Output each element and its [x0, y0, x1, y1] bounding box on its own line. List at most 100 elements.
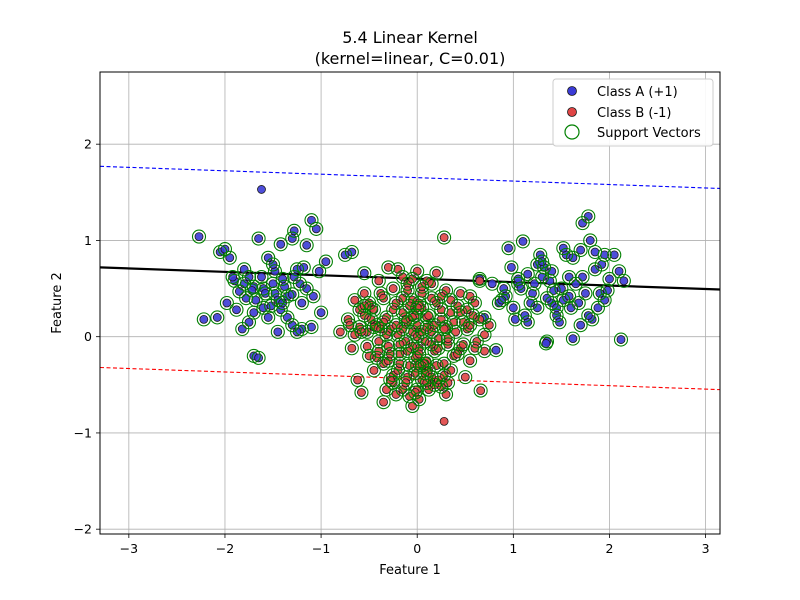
- class-a-point: [504, 243, 513, 253]
- support-vector-ring: [556, 241, 571, 256]
- class-a-point: [314, 266, 324, 276]
- legend-box: [552, 78, 714, 147]
- support-vector-ring: [254, 269, 269, 285]
- grid: [100, 72, 720, 534]
- support-vector-ring: [381, 260, 396, 275]
- support-vector-ring: [239, 291, 254, 306]
- class-a-point: [212, 313, 222, 322]
- support-vector-ring: [417, 356, 432, 371]
- support-vector-ring: [587, 244, 603, 260]
- support-vector-ring: [573, 243, 588, 258]
- class-b-point: [369, 365, 379, 375]
- support-vector-ring: [386, 281, 401, 296]
- support-vector-ring: [217, 242, 233, 257]
- support-vector-ring: [520, 267, 535, 282]
- class-a-point: [273, 327, 283, 337]
- support-vector-ring: [440, 337, 456, 352]
- support-vector-ring: [392, 346, 407, 362]
- support-vector-ring: [395, 269, 410, 285]
- support-vector-ring: [498, 289, 513, 304]
- class-a-point: [263, 313, 273, 322]
- support-vector-ring: [424, 291, 439, 306]
- support-vector-ring: [392, 356, 407, 371]
- class-a-point: [321, 257, 331, 267]
- y-tick-label: −2: [74, 522, 92, 537]
- class-b-point: [353, 375, 363, 385]
- class-a-point: [307, 322, 316, 332]
- support-vector-ring: [427, 344, 442, 359]
- support-vector-ring: [400, 283, 415, 298]
- class-b-point: [383, 262, 393, 272]
- class-a-point: [593, 303, 603, 313]
- support-vector-ring: [437, 230, 452, 245]
- legend-marker-support-vectors: [564, 124, 580, 140]
- support-vector-ring: [546, 283, 561, 298]
- support-vector-ring: [360, 339, 375, 354]
- margin-plus-line: [99, 165, 721, 190]
- support-vector-ring: [309, 221, 324, 236]
- support-vector-ring: [344, 244, 359, 260]
- support-vector-ring: [440, 375, 456, 390]
- support-vector-ring: [390, 363, 406, 378]
- legend-marker-class-a: [567, 86, 577, 96]
- support-vector-ring: [438, 387, 454, 402]
- class-a-point: [297, 298, 307, 308]
- class-b-point: [458, 339, 468, 349]
- support-vector-ring: [467, 341, 482, 356]
- support-vector-ring: [354, 324, 369, 339]
- support-vector-ring: [419, 320, 434, 335]
- support-vector-ring: [389, 318, 404, 333]
- support-vector-ring: [508, 312, 523, 327]
- support-vector-ring: [251, 350, 266, 365]
- support-vector-ring: [437, 321, 452, 337]
- class-a-point: [244, 317, 254, 327]
- support-vector-ring: [565, 331, 580, 346]
- support-vector-ring: [417, 334, 432, 349]
- y-tick-label: 2: [84, 137, 92, 152]
- support-vector-ring: [275, 271, 290, 286]
- support-vector-ring: [395, 321, 410, 337]
- support-vector-ring: [472, 312, 487, 327]
- support-vector-ring: [287, 223, 302, 238]
- support-vector-ring: [373, 321, 388, 337]
- class-a-point: [254, 234, 264, 243]
- class-a-point: [571, 279, 581, 289]
- support-vector-ring: [333, 324, 348, 339]
- support-vector-ring: [379, 327, 394, 342]
- x-tick-label: −2: [216, 541, 234, 556]
- class-b-point: [357, 388, 366, 397]
- class-a-point: [619, 276, 629, 286]
- class-b-point: [379, 397, 388, 407]
- support-vector-ring: [434, 289, 449, 304]
- support-vector-ring: [429, 358, 444, 373]
- support-vector-ring: [539, 334, 555, 349]
- support-vector-ring: [410, 329, 425, 344]
- support-vector-ring: [414, 324, 430, 339]
- support-vector-ring: [585, 312, 600, 327]
- support-vector-ring: [366, 302, 382, 317]
- support-vector-ring: [402, 389, 417, 404]
- class-a-point: [530, 279, 539, 289]
- support-vector-ring: [571, 295, 586, 311]
- class-b-point: [350, 295, 360, 305]
- x-ticks: −3 −2 −1 0 1 2 3: [120, 534, 710, 556]
- support-vector-ring: [612, 264, 627, 279]
- support-vector-ring: [398, 375, 413, 390]
- class-a-point: [257, 185, 266, 194]
- support-vector-ring: [222, 250, 237, 265]
- support-vector-ring: [424, 337, 439, 352]
- support-vector-ring: [261, 310, 276, 325]
- support-vector-ring: [357, 286, 372, 301]
- support-vector-ring: [597, 247, 612, 262]
- support-vector-ring: [537, 260, 552, 275]
- class-a-point: [232, 305, 241, 315]
- support-vector-ring: [544, 264, 559, 279]
- support-vector-ring: [554, 281, 569, 296]
- y-axis-label: Feature 2: [50, 272, 65, 334]
- support-vector-ring: [424, 276, 439, 291]
- support-vector-ring: [405, 310, 420, 325]
- class-a-point: [523, 269, 533, 279]
- support-vector-ring: [581, 209, 596, 224]
- support-vector-ring: [287, 269, 302, 285]
- support-vector-ring: [506, 300, 521, 315]
